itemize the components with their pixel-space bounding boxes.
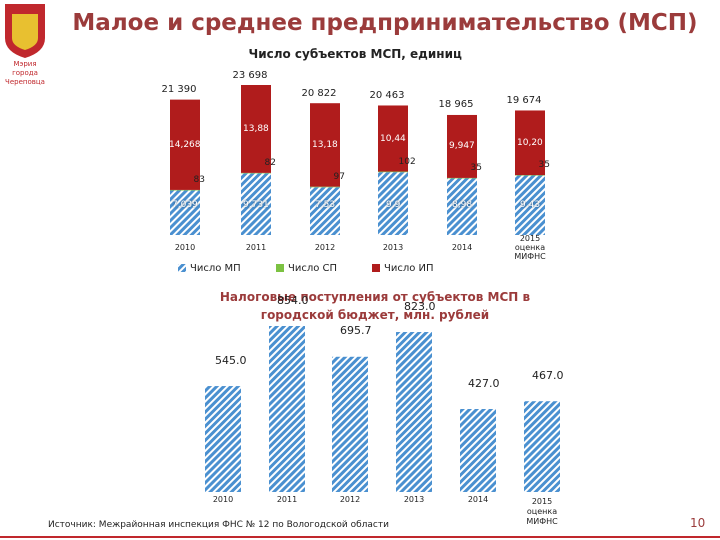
x-tick-label: 2013 xyxy=(382,242,404,252)
logo-emblem xyxy=(12,14,38,50)
x-tick-label: 2013 xyxy=(403,495,425,504)
bar-segment xyxy=(241,85,271,173)
bar-segment xyxy=(170,190,200,235)
legend-swatch xyxy=(178,264,186,272)
x-tick-label: 2012 xyxy=(339,495,361,504)
x-tick-label: 2015 оценка МИФНС xyxy=(526,497,558,526)
legend-swatch xyxy=(276,264,284,272)
value-label: 102 xyxy=(398,156,416,167)
total-label: 20 463 xyxy=(369,89,405,101)
bar xyxy=(269,326,305,492)
value-label: 10,20 xyxy=(517,137,543,148)
legend-label: Число ИП xyxy=(384,262,434,274)
value-label: 823.0 xyxy=(404,299,436,313)
bar xyxy=(524,401,560,492)
bar-segment xyxy=(310,103,340,187)
bar xyxy=(396,332,432,492)
value-label: 97 xyxy=(333,171,345,182)
x-tick-label: 2011 xyxy=(245,242,267,252)
x-tick-label: 2011 xyxy=(276,495,298,504)
value-label: 13,18 xyxy=(312,139,338,150)
x-tick-label: 2010 xyxy=(212,495,234,504)
value-label: 14,268 xyxy=(169,139,201,150)
slide-title: Малое и среднее предпринимательство (МСП… xyxy=(72,10,698,36)
page-number: 10 xyxy=(690,516,706,530)
bar-segment xyxy=(378,172,408,235)
legend-label: Число СП xyxy=(288,262,338,274)
bar-segment xyxy=(447,178,477,235)
value-label: 427.0 xyxy=(468,376,500,390)
value-label: 35 xyxy=(470,162,482,173)
value-label: 854.0 xyxy=(277,293,309,307)
value-label: 8,98 xyxy=(452,200,473,210)
value-label: 695.7 xyxy=(340,324,372,338)
bar-segment xyxy=(515,175,545,235)
value-label: 9,947 xyxy=(449,141,475,152)
value-label: 35 xyxy=(538,160,550,171)
x-tick-label: 2014 xyxy=(451,242,473,252)
source: Источник: Межрайонная инспекция ФНС № 12… xyxy=(48,520,389,530)
chart-title: Налоговые поступления от субъектов МСП в… xyxy=(219,290,531,322)
x-tick-label: 2014 xyxy=(467,495,489,504)
value-label: 82 xyxy=(264,157,276,168)
total-label: 19 674 xyxy=(506,94,542,106)
bar-segment xyxy=(170,99,200,190)
chart-title: Число субъектов МСП, единиц xyxy=(248,47,462,61)
value-label: 467.0 xyxy=(532,368,564,382)
value-label: 83 xyxy=(193,174,205,185)
logo-text: Мэрия города Череповца xyxy=(5,60,45,86)
bar-segment xyxy=(447,114,477,178)
value-label: 9,9 xyxy=(386,200,401,210)
bar-segment xyxy=(310,186,340,188)
bar-segment xyxy=(515,175,545,176)
bar-segment xyxy=(515,110,545,176)
bar xyxy=(332,356,368,492)
bar-segment xyxy=(170,189,200,191)
value-label: 13,88 xyxy=(243,123,269,134)
value-label: 7,53 xyxy=(315,200,336,210)
total-label: 21 390 xyxy=(161,84,197,96)
bar-segment xyxy=(378,105,408,172)
value-label: 7,039 xyxy=(172,200,198,210)
bar-segment xyxy=(310,187,340,235)
x-tick-label: 2012 xyxy=(314,242,336,252)
bar-segment xyxy=(241,173,271,235)
total-label: 18 965 xyxy=(438,99,474,111)
value-label: 10,44 xyxy=(380,133,406,144)
bar-segment xyxy=(447,177,477,179)
total-label: 20 822 xyxy=(301,87,337,99)
bar-segment xyxy=(378,171,408,173)
total-label: 23 698 xyxy=(232,69,268,81)
legend-swatch xyxy=(372,264,380,272)
value-label: 9,731 xyxy=(243,200,269,210)
bar xyxy=(205,386,241,492)
value-label: 545.0 xyxy=(215,353,247,367)
bar xyxy=(460,409,496,492)
x-tick-label: 2015 оценка МИФНС xyxy=(514,233,546,261)
legend-label: Число МП xyxy=(190,262,241,274)
x-tick-label: 2010 xyxy=(174,242,196,252)
bar-segment xyxy=(241,172,271,174)
value-label: 9,43 xyxy=(520,200,541,210)
